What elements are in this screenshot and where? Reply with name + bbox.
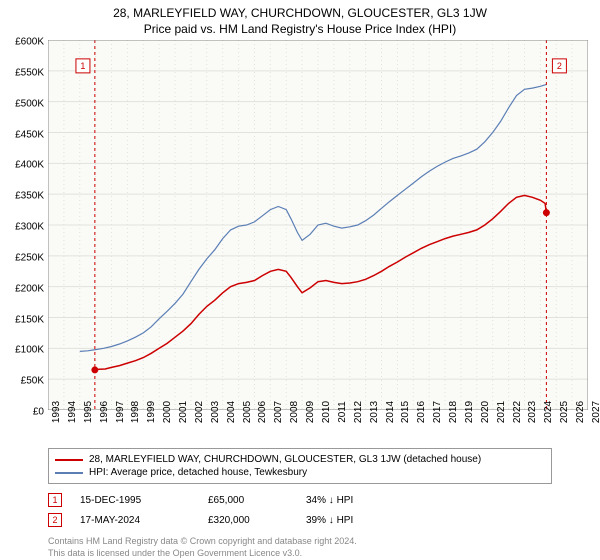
point-diff: 34% ↓ HPI [306, 495, 353, 506]
point-price: £65,000 [208, 495, 288, 506]
y-tick-label: £500K [15, 98, 44, 109]
x-tick-label: 2023 [527, 401, 538, 423]
legend-label: 28, MARLEYFIELD WAY, CHURCHDOWN, GLOUCES… [89, 454, 481, 465]
x-tick-label: 2004 [226, 401, 237, 423]
x-tick-label: 2016 [416, 401, 427, 423]
x-tick-label: 2020 [480, 401, 491, 423]
svg-text:2: 2 [557, 61, 562, 71]
x-tick-label: 2010 [321, 401, 332, 423]
legend-swatch [55, 459, 83, 461]
data-point-row: 2 17-MAY-2024 £320,000 39% ↓ HPI [48, 510, 552, 530]
y-tick-label: £100K [15, 345, 44, 356]
point-date: 17-MAY-2024 [80, 515, 190, 526]
svg-text:1: 1 [80, 61, 85, 71]
data-points-table: 1 15-DEC-1995 £65,000 34% ↓ HPI 2 17-MAY-2024… [48, 490, 552, 530]
x-tick-label: 2025 [559, 401, 570, 423]
x-tick-label: 2011 [337, 401, 348, 423]
x-tick-label: 2014 [385, 401, 396, 423]
x-tick-label: 2019 [464, 401, 475, 423]
x-tick-label: 1996 [99, 401, 110, 423]
y-tick-label: £300K [15, 222, 44, 233]
x-tick-label: 2001 [178, 401, 189, 423]
x-tick-label: 1995 [83, 401, 94, 423]
x-tick-label: 1998 [130, 401, 141, 423]
y-tick-label: £200K [15, 283, 44, 294]
x-tick-label: 2026 [575, 401, 586, 423]
x-tick-label: 1999 [146, 401, 157, 423]
x-tick-label: 2009 [305, 401, 316, 423]
x-tick-label: 2018 [448, 401, 459, 423]
point-price: £320,000 [208, 515, 288, 526]
point-date: 15-DEC-1995 [80, 495, 190, 506]
x-tick-label: 2027 [591, 401, 600, 423]
y-tick-label: £550K [15, 67, 44, 78]
chart-svg: 12 [48, 40, 588, 410]
y-tick-label: £600K [15, 37, 44, 48]
x-tick-label: 2006 [257, 401, 268, 423]
y-tick-label: £250K [15, 252, 44, 263]
x-tick-label: 2008 [289, 401, 300, 423]
x-tick-label: 2013 [369, 401, 380, 423]
footer-line-1: Contains HM Land Registry data © Crown c… [48, 536, 552, 548]
x-tick-label: 2021 [496, 401, 507, 423]
x-tick-label: 1997 [115, 401, 126, 423]
point-marker-icon: 1 [48, 493, 62, 507]
chart-plot-area: 12 [48, 40, 588, 410]
footer-line-2: This data is licensed under the Open Gov… [48, 548, 552, 560]
x-tick-label: 1993 [51, 401, 62, 423]
x-tick-label: 1994 [67, 401, 78, 423]
x-tick-label: 2022 [512, 401, 523, 423]
y-tick-label: £150K [15, 314, 44, 325]
chart-title: 28, MARLEYFIELD WAY, CHURCHDOWN, GLOUCES… [0, 0, 600, 20]
y-tick-label: £50K [21, 376, 44, 387]
x-axis-labels: 1993199419951996199719981999200020012002… [48, 410, 588, 444]
point-diff: 39% ↓ HPI [306, 515, 353, 526]
x-tick-label: 2015 [400, 401, 411, 423]
x-tick-label: 2012 [353, 401, 364, 423]
data-point-row: 1 15-DEC-1995 £65,000 34% ↓ HPI [48, 490, 552, 510]
x-tick-label: 2017 [432, 401, 443, 423]
y-tick-label: £0 [33, 407, 44, 418]
point-marker-icon: 2 [48, 513, 62, 527]
footer-attribution: Contains HM Land Registry data © Crown c… [48, 536, 552, 559]
legend-label: HPI: Average price, detached house, Tewk… [89, 467, 307, 478]
x-tick-label: 2000 [162, 401, 173, 423]
x-tick-label: 2003 [210, 401, 221, 423]
x-tick-label: 2007 [273, 401, 284, 423]
legend: 28, MARLEYFIELD WAY, CHURCHDOWN, GLOUCES… [48, 448, 552, 484]
legend-item: HPI: Average price, detached house, Tewk… [55, 466, 545, 479]
chart-subtitle: Price paid vs. HM Land Registry's House … [0, 20, 600, 40]
legend-swatch [55, 472, 83, 474]
y-tick-label: £350K [15, 191, 44, 202]
legend-item: 28, MARLEYFIELD WAY, CHURCHDOWN, GLOUCES… [55, 453, 545, 466]
x-tick-label: 2024 [543, 401, 554, 423]
y-axis-labels: £0£50K£100K£150K£200K£250K£300K£350K£400… [0, 42, 46, 412]
x-tick-label: 2005 [242, 401, 253, 423]
y-tick-label: £450K [15, 129, 44, 140]
x-tick-label: 2002 [194, 401, 205, 423]
y-tick-label: £400K [15, 160, 44, 171]
